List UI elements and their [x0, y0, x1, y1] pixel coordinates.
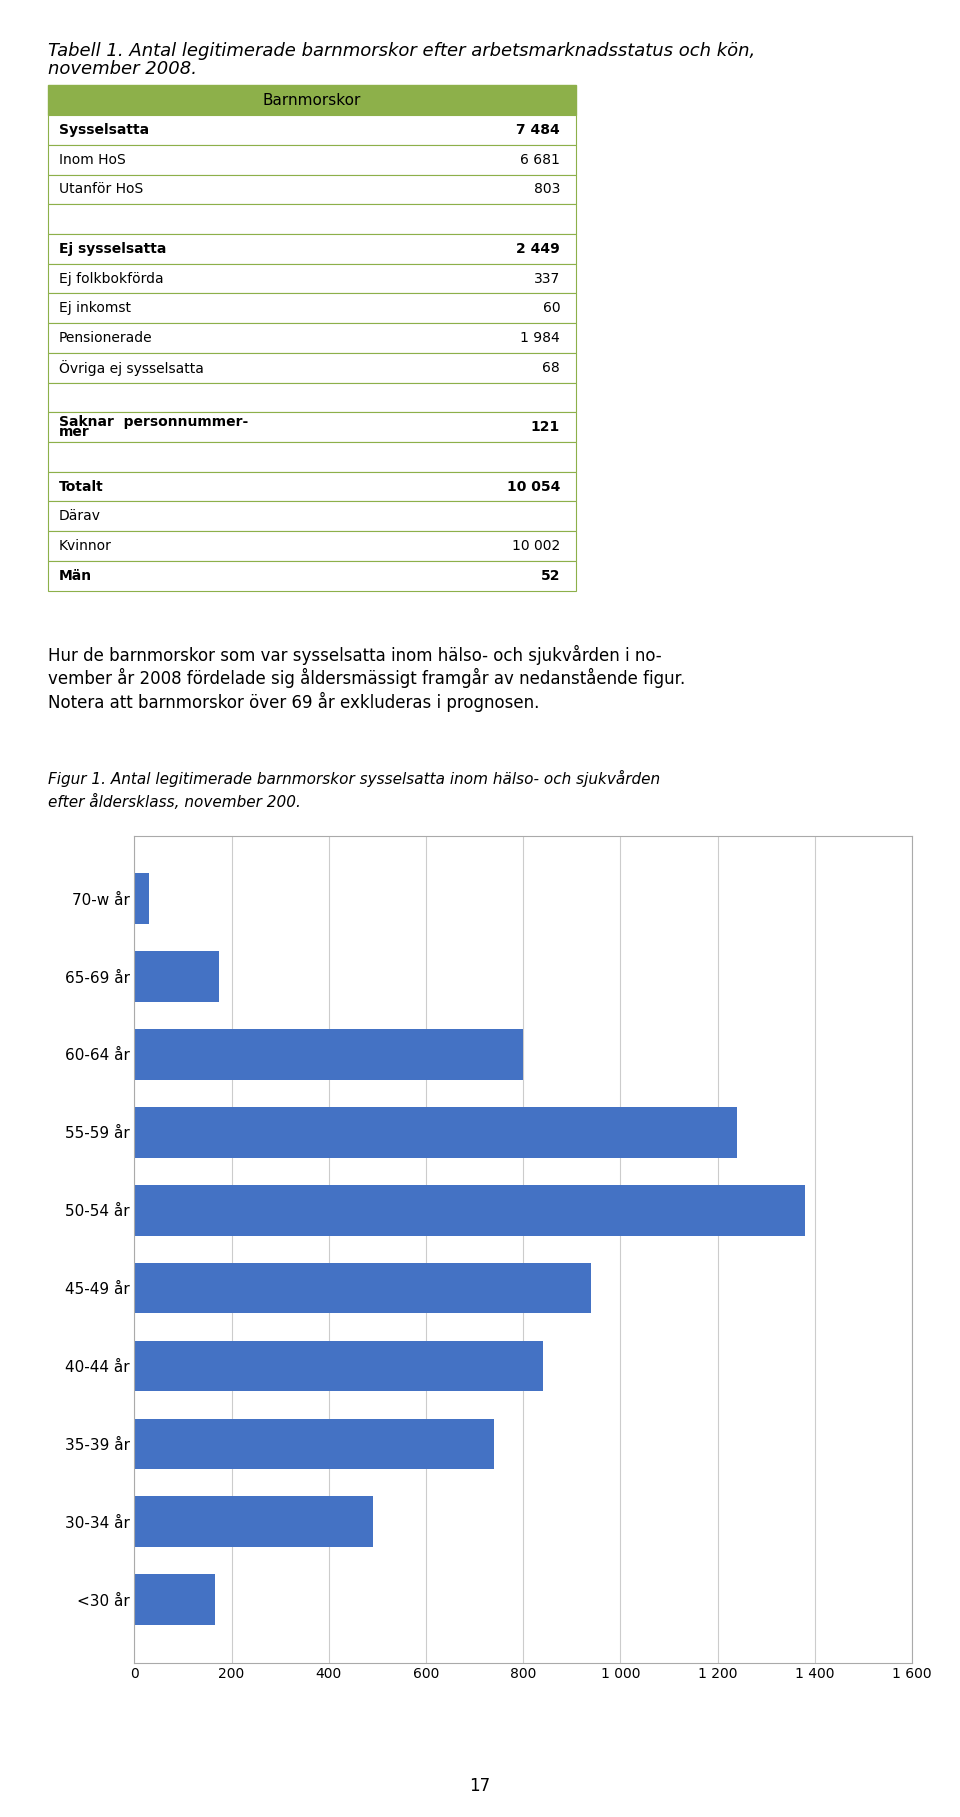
Text: Totalt: Totalt	[59, 480, 104, 494]
Bar	[48, 442, 576, 472]
Text: 7 484: 7 484	[516, 124, 561, 136]
Text: Pensionerade: Pensionerade	[59, 331, 153, 345]
Text: Hur de barnmorskor som var sysselsatta inom hälso- och sjukvården i no-
vember å: Hur de barnmorskor som var sysselsatta i…	[48, 645, 685, 712]
Text: 68: 68	[542, 362, 561, 374]
Bar	[134, 1185, 805, 1236]
Text: Tabell 1. Antal legitimerade barnmorskor efter arbetsmarknadsstatus och kön,: Tabell 1. Antal legitimerade barnmorskor…	[48, 42, 756, 60]
Bar	[48, 323, 576, 352]
Text: Ej sysselsatta: Ej sysselsatta	[59, 242, 166, 256]
Bar	[134, 874, 149, 925]
Bar	[134, 1028, 523, 1079]
Text: Saknar  personnummer-: Saknar personnummer-	[59, 414, 248, 429]
Bar	[48, 531, 576, 561]
Text: Övriga ej sysselsatta: Övriga ej sysselsatta	[59, 360, 204, 376]
Bar	[48, 561, 576, 591]
Bar	[48, 114, 576, 145]
Text: 60: 60	[542, 302, 561, 314]
Bar	[134, 1107, 737, 1157]
Bar	[48, 352, 576, 383]
Text: 337: 337	[534, 271, 561, 285]
Bar	[48, 263, 576, 293]
Text: 10 002: 10 002	[512, 540, 561, 552]
Bar	[48, 293, 576, 323]
Bar	[134, 1341, 542, 1392]
Bar	[48, 145, 576, 174]
Text: 6 681: 6 681	[520, 153, 561, 167]
Text: Män: Män	[59, 569, 92, 583]
Text: efter åldersklass, november 200.: efter åldersklass, november 200.	[48, 794, 300, 810]
Bar	[134, 952, 220, 1001]
Bar	[134, 1263, 591, 1314]
Bar	[134, 1574, 215, 1624]
Text: Figur 1. Antal legitimerade barnmorskor sysselsatta inom hälso- och sjukvården: Figur 1. Antal legitimerade barnmorskor …	[48, 770, 660, 787]
Bar	[134, 1497, 372, 1546]
Text: november 2008.: november 2008.	[48, 60, 197, 78]
Bar	[48, 501, 576, 531]
Text: 52: 52	[540, 569, 561, 583]
Text: Utanför HoS: Utanför HoS	[59, 182, 143, 196]
Text: Ej folkbokförda: Ej folkbokförda	[59, 271, 163, 285]
Text: 1 984: 1 984	[520, 331, 561, 345]
Text: mer: mer	[59, 425, 89, 440]
Bar	[48, 204, 576, 234]
Text: Barnmorskor: Barnmorskor	[263, 93, 361, 107]
Bar	[48, 472, 576, 501]
Bar	[48, 383, 576, 412]
Text: 121: 121	[531, 420, 561, 434]
Text: Därav: Därav	[59, 509, 101, 523]
Bar	[48, 174, 576, 204]
Text: Inom HoS: Inom HoS	[59, 153, 126, 167]
Bar	[48, 412, 576, 442]
Text: 803: 803	[534, 182, 561, 196]
Bar	[134, 1419, 494, 1470]
Text: Kvinnor: Kvinnor	[59, 540, 111, 552]
Bar	[48, 234, 576, 263]
Text: 10 054: 10 054	[507, 480, 561, 494]
Text: Ej inkomst: Ej inkomst	[59, 302, 131, 314]
Text: Sysselsatta: Sysselsatta	[59, 124, 149, 136]
Text: 17: 17	[469, 1777, 491, 1795]
Bar	[48, 85, 576, 114]
Text: 2 449: 2 449	[516, 242, 561, 256]
